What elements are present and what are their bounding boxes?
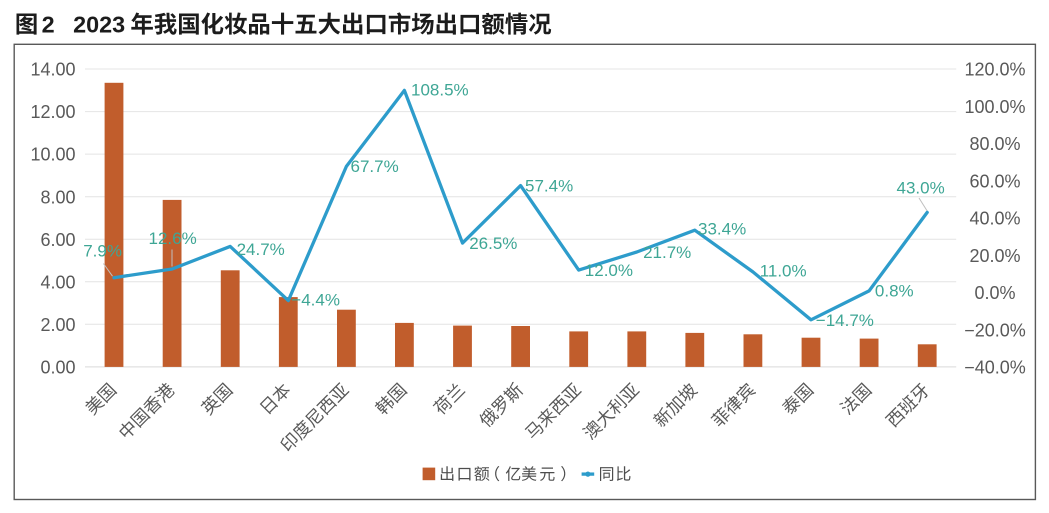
svg-text:0.0%: 0.0%: [974, 283, 1015, 303]
svg-text:57.4%: 57.4%: [525, 177, 573, 196]
svg-text:120.0%: 120.0%: [964, 60, 1025, 80]
svg-text:6.00: 6.00: [40, 230, 75, 250]
svg-text:12.00: 12.00: [30, 102, 75, 122]
svg-text:12.6%: 12.6%: [148, 229, 196, 248]
svg-text:2: 2: [42, 12, 55, 38]
svg-text:80.0%: 80.0%: [969, 134, 1020, 154]
svg-text:67.7%: 67.7%: [351, 157, 399, 176]
svg-text:33.4%: 33.4%: [698, 220, 746, 239]
svg-text:4.00: 4.00: [40, 272, 75, 292]
svg-text:8.00: 8.00: [40, 187, 75, 207]
svg-text:12.0%: 12.0%: [585, 261, 633, 280]
svg-text:−14.7%: −14.7%: [816, 311, 874, 330]
svg-text:2023: 2023: [73, 12, 125, 38]
svg-text:7.9%: 7.9%: [83, 242, 122, 261]
svg-text:108.5%: 108.5%: [411, 81, 469, 100]
svg-text:21.7%: 21.7%: [643, 243, 691, 262]
svg-text:0.8%: 0.8%: [875, 281, 914, 300]
svg-text:−40.0%: −40.0%: [964, 358, 1026, 378]
svg-text:100.0%: 100.0%: [964, 97, 1025, 117]
svg-text:0.00: 0.00: [40, 358, 75, 378]
svg-text:14.00: 14.00: [30, 60, 75, 80]
svg-text:10.00: 10.00: [30, 145, 75, 165]
svg-text:−4.4%: −4.4%: [291, 291, 340, 310]
svg-text:26.5%: 26.5%: [469, 234, 517, 253]
svg-text:2.00: 2.00: [40, 315, 75, 335]
svg-text:11.0%: 11.0%: [760, 261, 807, 280]
svg-text:43.0%: 43.0%: [896, 179, 944, 198]
svg-text:60.0%: 60.0%: [969, 171, 1020, 191]
svg-text:20.0%: 20.0%: [969, 246, 1020, 266]
svg-text:−20.0%: −20.0%: [964, 320, 1026, 340]
svg-text:24.7%: 24.7%: [237, 240, 285, 259]
svg-text:40.0%: 40.0%: [969, 209, 1020, 229]
